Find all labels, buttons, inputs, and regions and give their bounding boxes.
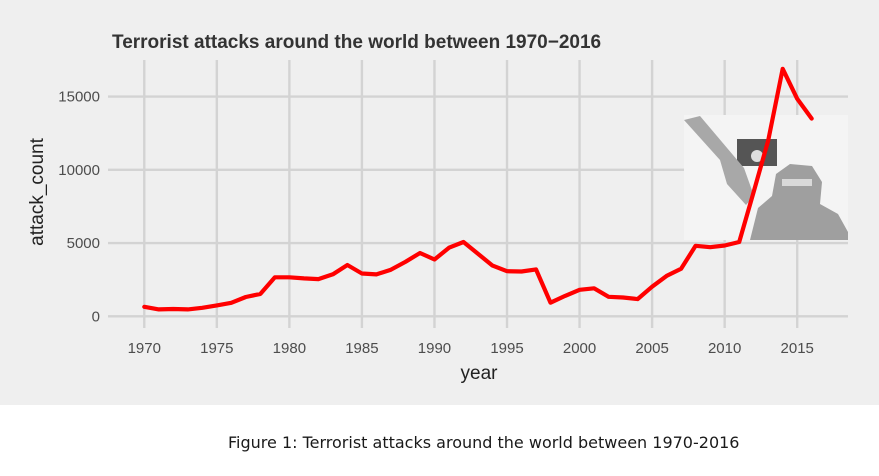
data-line-layer bbox=[142, 66, 814, 312]
x-tick-labels: 1970 1975 1980 1985 1990 1995 2000 2005 2010 2015 bbox=[128, 340, 814, 357]
x-tick-label: 1975 bbox=[200, 340, 233, 357]
x-tick-label: 1995 bbox=[490, 340, 523, 357]
x-tick-label: 1985 bbox=[345, 340, 378, 357]
x-tick-label: 1980 bbox=[273, 340, 306, 357]
attack-count-line bbox=[142, 66, 814, 312]
rocket-launcher-icon bbox=[684, 116, 754, 205]
y-axis-title: attack_count bbox=[27, 137, 48, 245]
y-tick-label: 15000 bbox=[58, 89, 100, 106]
x-tick-label: 1970 bbox=[128, 340, 161, 357]
inset-photo bbox=[684, 115, 848, 240]
mask-eyes-icon bbox=[782, 179, 812, 186]
y-tick-labels: 0 5000 10000 15000 bbox=[58, 89, 100, 326]
line-chart: Terrorist attacks around the world betwe… bbox=[27, 32, 848, 384]
x-tick-label: 2000 bbox=[563, 340, 596, 357]
x-tick-label: 2015 bbox=[781, 340, 814, 357]
x-tick-label: 1990 bbox=[418, 340, 451, 357]
y-tick-label: 0 bbox=[92, 308, 100, 325]
person-silhouette-icon bbox=[750, 164, 848, 240]
figure-caption: Figure 1: Terrorist attacks around the w… bbox=[228, 433, 740, 452]
x-tick-label: 2005 bbox=[635, 340, 668, 357]
y-tick-label: 10000 bbox=[58, 162, 100, 179]
x-axis-title: year bbox=[461, 363, 499, 384]
chart-title: Terrorist attacks around the world betwe… bbox=[112, 32, 601, 53]
y-tick-label: 5000 bbox=[67, 235, 100, 252]
flag-emblem-icon bbox=[751, 150, 763, 162]
x-tick-label: 2010 bbox=[708, 340, 741, 357]
